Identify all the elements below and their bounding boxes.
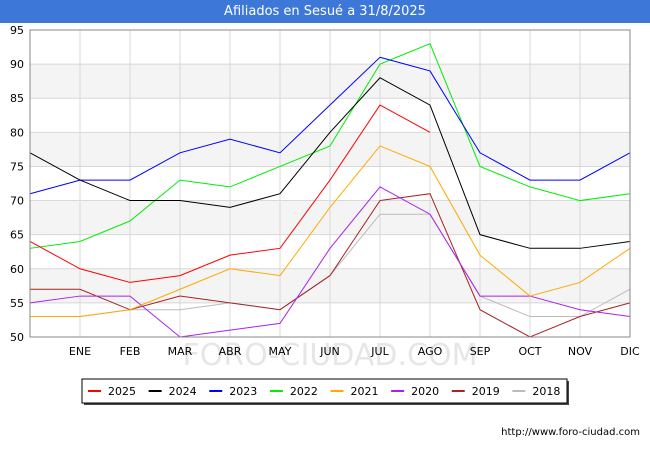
- x-tick-label: ENE: [69, 345, 91, 358]
- legend-label-2024: 2024: [169, 385, 197, 398]
- series-line-2021: [30, 145, 631, 318]
- footer-url: http://www.foro-ciudad.com: [501, 427, 640, 438]
- y-tick-label: 90: [10, 58, 24, 71]
- x-axis: ENE FEB MAR ABR MAY JUN JUL AGO SEP OCT NOV DIC: [69, 345, 640, 358]
- x-tick-label: AGO: [418, 345, 443, 358]
- y-tick-label: 60: [10, 263, 24, 276]
- x-tick-label: ABR: [219, 345, 242, 358]
- x-tick-label: MAY: [269, 345, 292, 358]
- legend-label-2023: 2023: [229, 385, 257, 398]
- legend-label-2022: 2022: [290, 385, 318, 398]
- x-tick-label: FEB: [120, 345, 141, 358]
- y-axis: 50 55 60 65 70 75 80 85 90 95: [10, 24, 24, 344]
- y-tick-label: 95: [10, 24, 24, 37]
- series-line-2024: [29, 77, 631, 249]
- x-tick-label: OCT: [518, 345, 541, 358]
- series-line-2025: [29, 104, 431, 283]
- x-tick-label: JUL: [370, 345, 389, 358]
- y-tick-label: 80: [10, 126, 24, 139]
- legend-label-2025: 2025: [108, 385, 136, 398]
- x-tick-label: DIC: [620, 345, 640, 358]
- y-tick-label: 55: [10, 297, 24, 310]
- series-line-2023: [29, 56, 631, 195]
- legend-label-2021: 2021: [351, 385, 379, 398]
- x-tick-label: MAR: [168, 345, 193, 358]
- legend-label-2020: 2020: [411, 385, 439, 398]
- legend-label-2019: 2019: [472, 385, 500, 398]
- plot-frame: [29, 29, 631, 338]
- legend: 2025 2024 2023 2022 2021 2020 2019 2018: [81, 378, 569, 405]
- y-tick-label: 50: [10, 331, 24, 344]
- x-tick-label: JUN: [319, 345, 340, 358]
- x-tick-label: SEP: [470, 345, 491, 358]
- y-tick-label: 65: [10, 229, 24, 242]
- x-tick-label: NOV: [568, 345, 593, 358]
- y-tick-label: 75: [10, 160, 24, 173]
- chart-title: Afiliados en Sesué a 31/8/2025: [0, 0, 650, 23]
- series-line-2022: [29, 42, 631, 249]
- y-tick-label: 85: [10, 92, 24, 105]
- legend-box: [81, 378, 568, 404]
- watermark-text: FORO-CIUDAD.COM: [183, 338, 478, 373]
- y-tick-label: 70: [10, 195, 24, 208]
- legend-label-2018: 2018: [532, 385, 560, 398]
